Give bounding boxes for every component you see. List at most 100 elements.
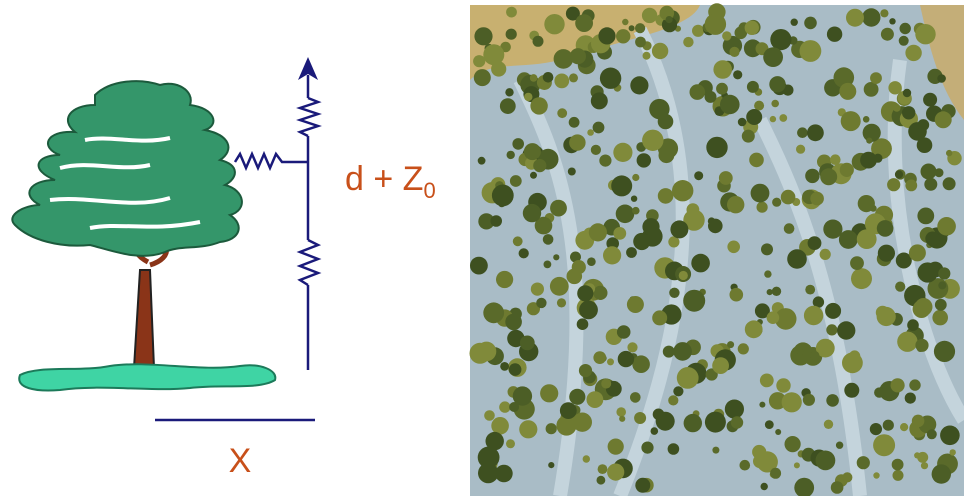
shrub xyxy=(749,152,764,168)
shrub xyxy=(862,123,881,142)
canopy-gaps xyxy=(49,136,201,230)
shrub xyxy=(838,230,858,249)
shrub xyxy=(529,74,538,82)
shrub xyxy=(895,281,906,292)
shrub xyxy=(606,237,619,250)
shrub xyxy=(744,20,759,35)
trunk xyxy=(132,269,156,369)
shrub xyxy=(754,100,765,111)
shrub xyxy=(692,24,705,37)
shrub xyxy=(588,223,608,242)
shrub xyxy=(568,116,580,128)
shrub xyxy=(894,170,904,179)
shrub xyxy=(902,106,916,120)
shrub xyxy=(694,171,704,181)
shrub xyxy=(668,395,679,406)
shrub xyxy=(509,402,520,412)
shrub xyxy=(616,407,626,417)
shrub xyxy=(803,305,824,326)
shrub xyxy=(826,324,838,336)
shrub xyxy=(596,475,606,485)
shrub xyxy=(873,472,880,479)
shrub xyxy=(744,320,763,339)
shrub xyxy=(823,219,843,239)
shrub xyxy=(657,113,674,130)
shrub xyxy=(882,419,894,431)
shrub xyxy=(691,253,710,273)
shrub xyxy=(804,16,817,30)
shrub xyxy=(753,454,767,469)
shrub xyxy=(835,441,844,449)
shrub xyxy=(544,14,565,35)
shrub xyxy=(473,69,491,87)
shrub xyxy=(900,423,909,432)
shrub xyxy=(615,204,635,224)
resistor xyxy=(233,150,308,172)
shrub xyxy=(567,167,576,176)
shrub xyxy=(491,417,509,435)
shrub xyxy=(506,6,517,18)
shrub xyxy=(937,217,956,236)
shrub xyxy=(949,449,956,456)
shrub xyxy=(840,111,861,132)
shrub xyxy=(848,350,861,362)
shrub xyxy=(628,25,635,32)
shrub xyxy=(530,171,537,179)
shrub xyxy=(509,175,522,187)
shrub xyxy=(665,16,673,24)
shrub xyxy=(483,44,505,66)
shrub xyxy=(683,209,705,231)
shrub xyxy=(842,472,853,483)
shrub xyxy=(826,394,839,407)
shrub xyxy=(670,220,689,239)
shrub xyxy=(863,82,879,97)
shrub xyxy=(559,402,577,419)
shrub xyxy=(880,9,889,18)
shrub xyxy=(779,114,788,122)
shrub xyxy=(542,234,554,245)
shrub xyxy=(866,137,873,144)
shrub xyxy=(499,98,516,114)
shrub xyxy=(549,276,569,296)
shrub xyxy=(673,342,692,361)
shrub xyxy=(553,49,574,69)
shrub xyxy=(662,345,675,358)
shrub xyxy=(579,300,598,320)
shrub xyxy=(716,82,728,95)
shrub xyxy=(876,220,894,237)
shrub xyxy=(530,282,545,296)
shrub xyxy=(772,197,782,207)
shrub xyxy=(673,386,684,397)
shrub xyxy=(668,236,680,248)
shrub xyxy=(477,446,500,469)
shrub xyxy=(499,401,511,413)
shrub xyxy=(917,207,935,225)
shrub xyxy=(636,153,651,168)
shrub xyxy=(763,47,783,67)
height-main: d + Z xyxy=(345,160,423,198)
shrub xyxy=(582,455,590,463)
shrub xyxy=(874,387,885,398)
shrub xyxy=(889,18,896,25)
shrub xyxy=(565,6,580,21)
shrub xyxy=(613,142,633,162)
shrub xyxy=(942,177,956,191)
shrub xyxy=(729,46,740,58)
shrub xyxy=(895,252,912,269)
shrub xyxy=(706,136,728,159)
shrub xyxy=(522,203,542,223)
shrub xyxy=(708,218,723,234)
shrub xyxy=(905,179,918,192)
shrub xyxy=(617,350,635,368)
shrub xyxy=(805,284,816,295)
shrubs xyxy=(469,3,962,496)
shrub xyxy=(802,393,816,406)
shrub xyxy=(530,97,548,115)
shrub xyxy=(877,244,896,262)
shrub xyxy=(810,191,824,206)
shrub xyxy=(633,232,651,251)
shrub xyxy=(632,206,640,215)
shrub xyxy=(495,464,513,483)
shrub xyxy=(718,171,733,185)
shrub xyxy=(616,325,631,339)
